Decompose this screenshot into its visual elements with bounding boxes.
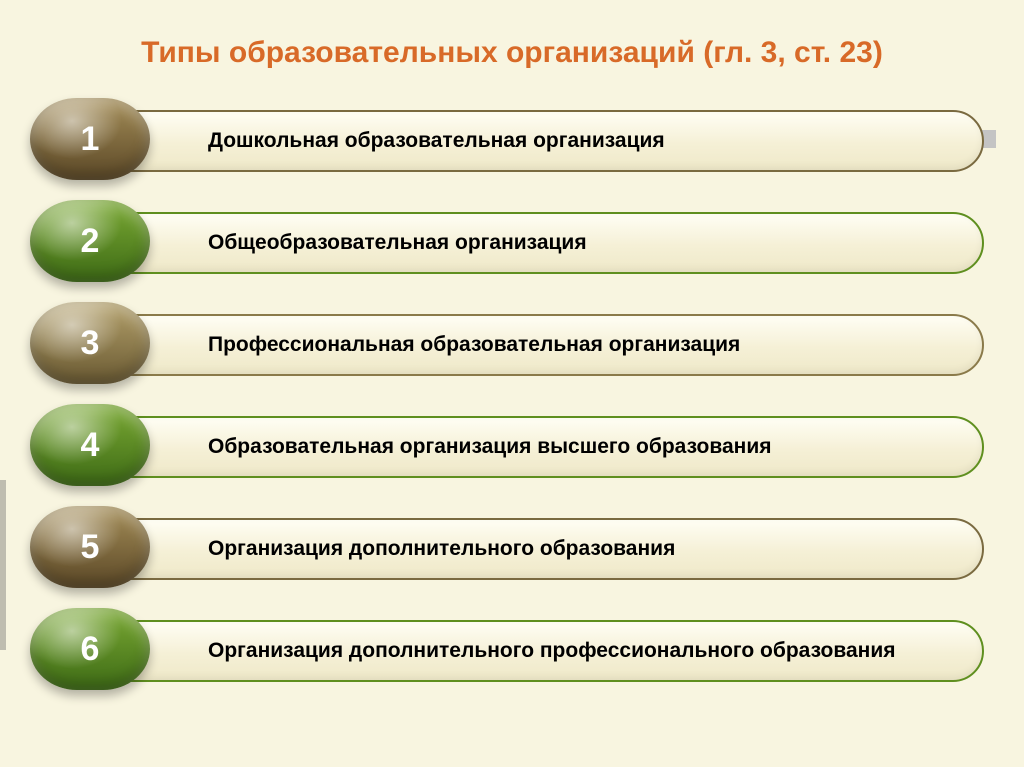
list-pill: Организация дополнительного образования [86,518,984,580]
list-badge-number: 6 [81,630,100,669]
list-pill-label: Профессиональная образовательная организ… [208,332,740,358]
left-edge-decor [0,480,6,650]
list-badge: 3 [30,302,150,384]
slide: Типы образовательных организаций (гл. 3,… [0,0,1024,767]
list-pill-label: Образовательная организация высшего обра… [208,434,772,460]
list-badge: 2 [30,200,150,282]
list-badge: 5 [30,506,150,588]
list-badge-number: 5 [81,528,100,567]
list-pill: Образовательная организация высшего обра… [86,416,984,478]
list-badge: 6 [30,608,150,690]
list-pill-label: Организация дополнительного образования [208,536,675,562]
list-badge-number: 3 [81,324,100,363]
list-pill-label: Дошкольная образовательная организация [208,128,665,154]
list-row: Профессиональная образовательная организ… [30,308,996,382]
list-pill: Общеобразовательная организация [86,212,984,274]
list-badge-number: 1 [81,120,100,159]
list-pill-label: Организация дополнительного профессионал… [208,638,896,664]
list-row: Образовательная организация высшего обра… [30,410,996,484]
list-row: Общеобразовательная организация 2 [30,206,996,280]
list-badge-number: 2 [81,222,100,261]
list: Дошкольная образовательная организация 1 О… [30,104,996,688]
list-badge: 4 [30,404,150,486]
list-pill: Профессиональная образовательная организ… [86,314,984,376]
list-row: Организация дополнительного профессионал… [30,614,996,688]
list-badge-number: 4 [81,426,100,465]
list-row: Организация дополнительного образования 5 [30,512,996,586]
list-row: Дошкольная образовательная организация 1 [30,104,996,178]
slide-title: Типы образовательных организаций (гл. 3,… [28,36,996,70]
list-badge: 1 [30,98,150,180]
list-pill: Организация дополнительного профессионал… [86,620,984,682]
list-pill: Дошкольная образовательная организация [86,110,984,172]
list-pill-label: Общеобразовательная организация [208,230,587,256]
